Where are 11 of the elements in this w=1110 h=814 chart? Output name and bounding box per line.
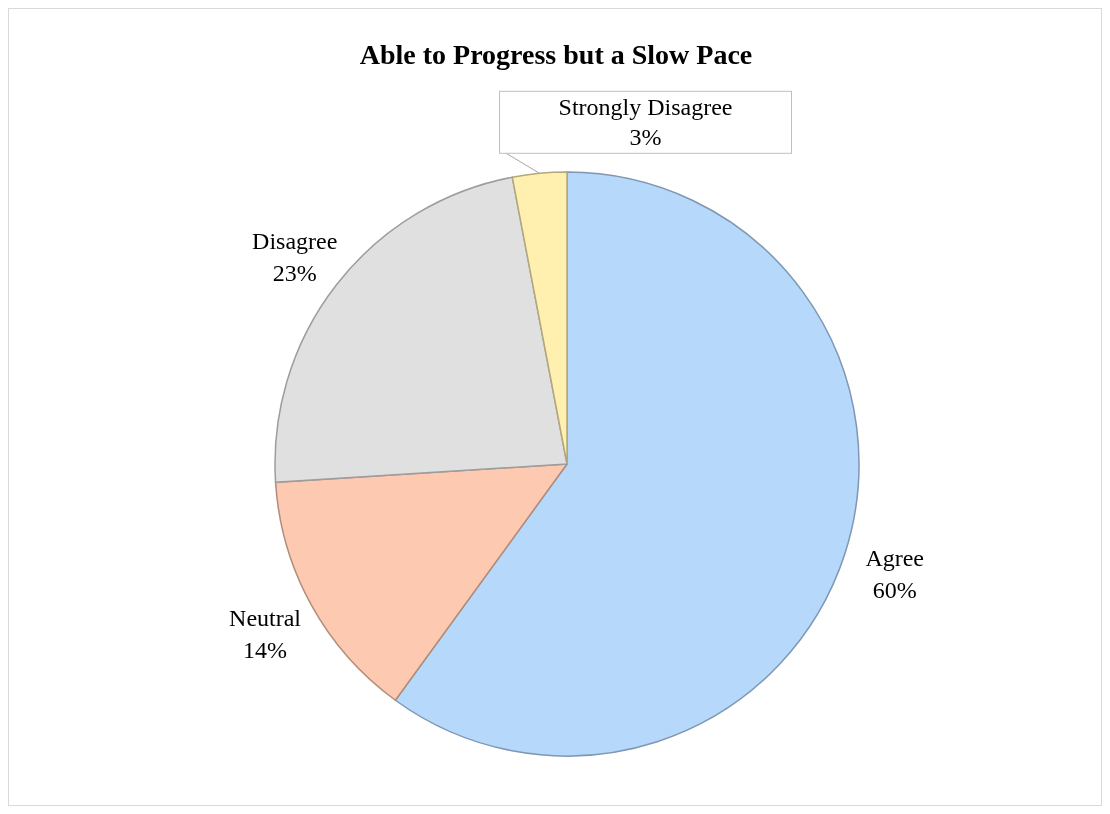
slice-label: Agree: [865, 545, 925, 572]
data-label: 60%: [872, 577, 917, 604]
data-label: 3%: [629, 124, 662, 151]
slice-label: Disagree: [252, 227, 338, 254]
chart-title: Able to Progress but a Slow Pace: [358, 39, 754, 71]
pie-slice: [511, 171, 568, 465]
slice-label: Strongly Disagree: [558, 94, 733, 121]
pie-slice: [394, 171, 860, 757]
slice-label: Neutral: [229, 604, 302, 631]
data-label: 23%: [272, 259, 317, 286]
data-label: 14%: [243, 636, 288, 663]
